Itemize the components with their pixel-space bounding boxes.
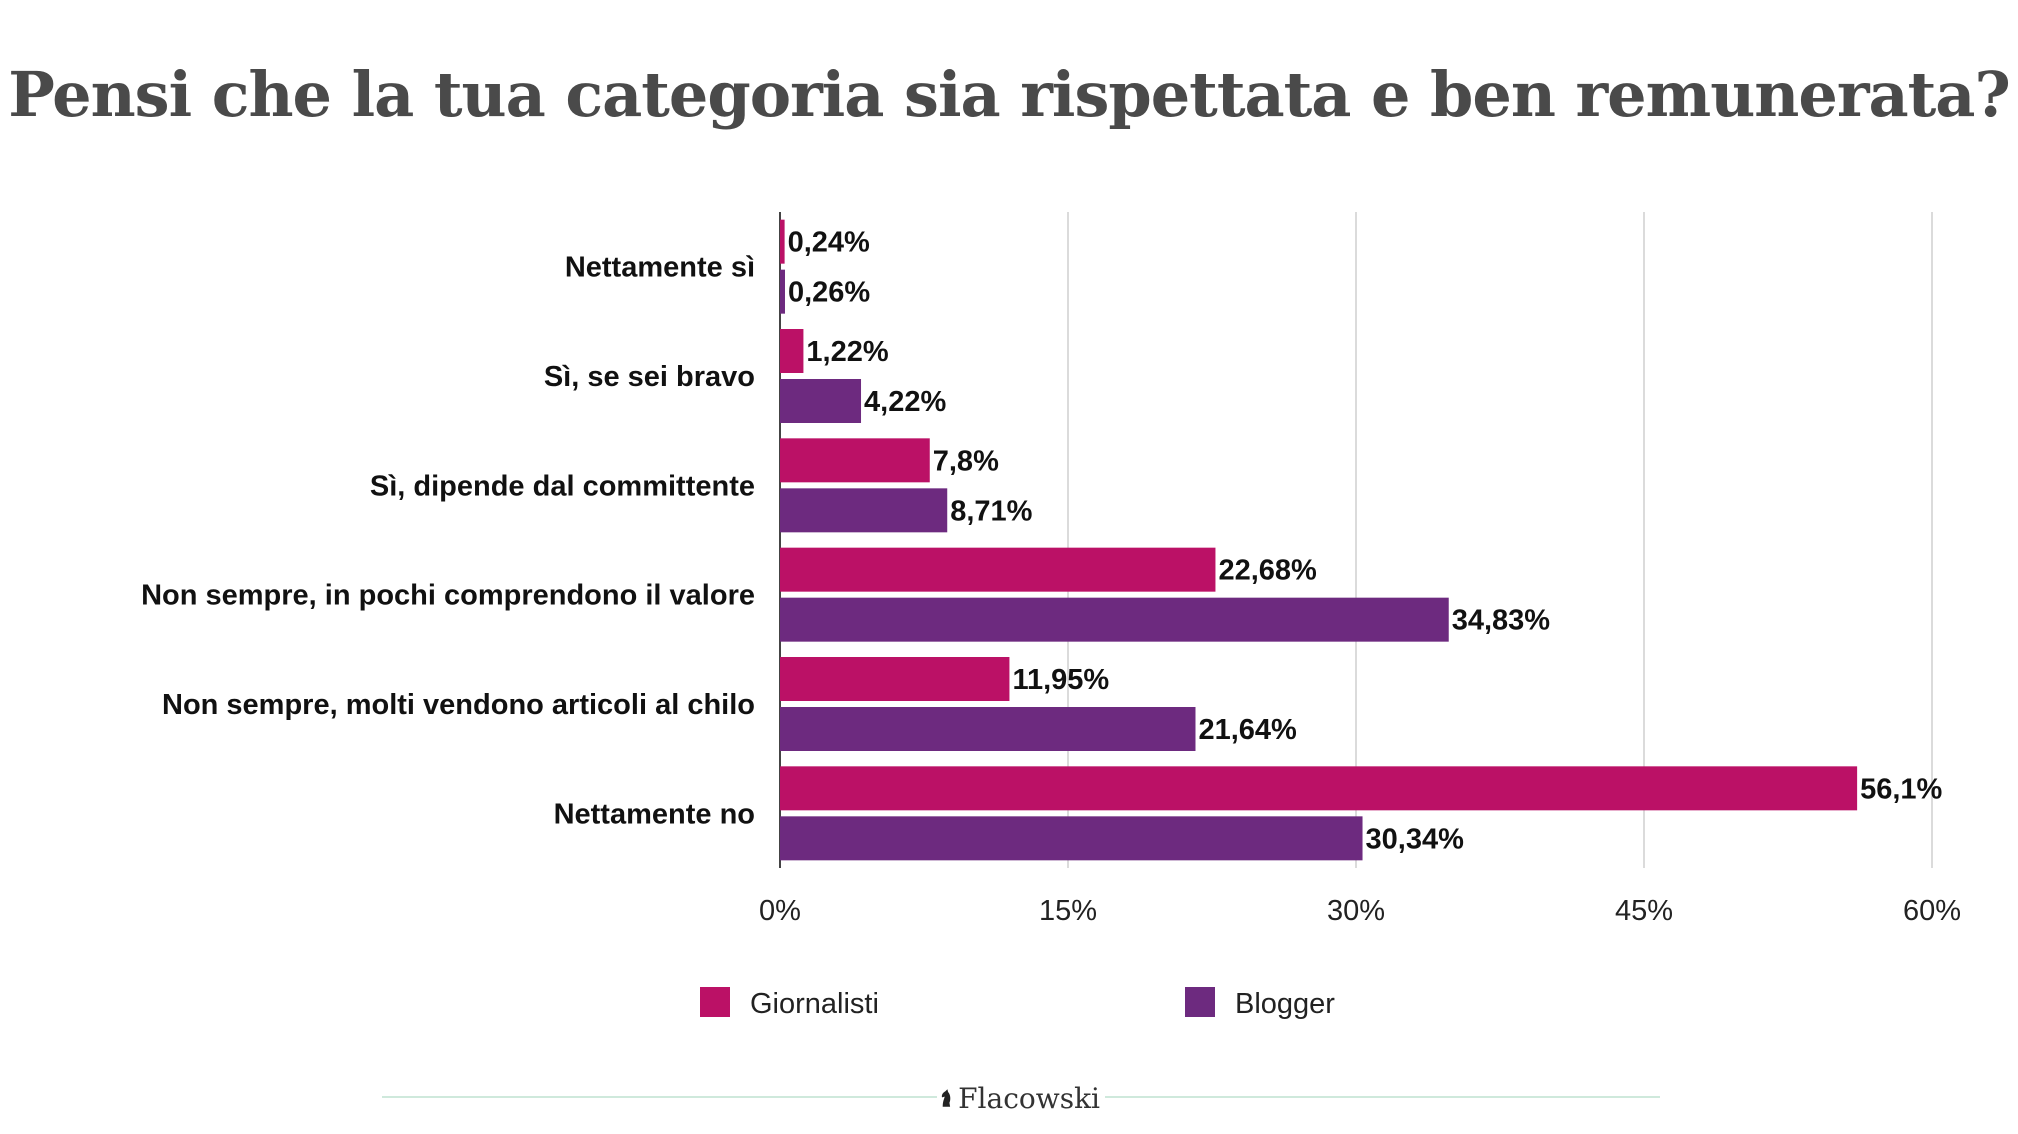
x-tick-label: 60% bbox=[1903, 895, 1961, 927]
category-label: Nettamente sì bbox=[565, 252, 755, 284]
data-label: 0,24% bbox=[788, 227, 870, 259]
legend-swatch-giornalisti bbox=[700, 987, 730, 1017]
data-label: 34,83% bbox=[1452, 605, 1551, 637]
chart-title: Pensi che la tua categoria sia rispettat… bbox=[8, 58, 2011, 131]
bar-giornalisti bbox=[780, 766, 1858, 811]
bar-blogger bbox=[780, 269, 785, 314]
x-tick-label: 30% bbox=[1327, 895, 1385, 927]
legend-swatch-blogger bbox=[1185, 987, 1215, 1017]
data-label: 56,1% bbox=[1860, 773, 1942, 805]
bar-giornalisti bbox=[780, 657, 1010, 701]
bar-giornalisti bbox=[780, 219, 785, 264]
data-label: 1,22% bbox=[806, 336, 888, 368]
bar-blogger bbox=[780, 488, 948, 533]
bar-blogger bbox=[780, 379, 862, 423]
legend-label: Giornalisti bbox=[750, 988, 879, 1020]
category-label: Non sempre, molti vendono articoli al ch… bbox=[162, 689, 755, 721]
category-label: Nettamente no bbox=[554, 798, 755, 830]
category-label: Non sempre, in pochi comprendono il valo… bbox=[141, 580, 755, 612]
data-label: 21,64% bbox=[1198, 714, 1297, 746]
x-tick-label: 15% bbox=[1039, 895, 1097, 927]
data-label: 22,68% bbox=[1218, 555, 1317, 587]
bar-blogger bbox=[780, 816, 1363, 861]
bar-giornalisti bbox=[780, 547, 1216, 592]
category-label: Sì, dipende dal committente bbox=[370, 470, 755, 502]
x-tick-label: 45% bbox=[1615, 895, 1673, 927]
data-label: 4,22% bbox=[864, 386, 946, 418]
data-label: 7,8% bbox=[933, 445, 999, 477]
data-label: 11,95% bbox=[1012, 664, 1109, 696]
bar-giornalisti bbox=[780, 329, 804, 373]
footer-divider-left bbox=[382, 1096, 937, 1098]
knight-icon bbox=[941, 1089, 951, 1107]
bar-blogger bbox=[780, 597, 1449, 642]
brand-name: Flacowski bbox=[958, 1081, 1100, 1115]
data-label: 0,26% bbox=[788, 277, 870, 309]
bar-blogger bbox=[780, 707, 1196, 751]
footer-divider-right bbox=[1105, 1096, 1660, 1098]
brand-logo: Flacowski bbox=[940, 1078, 1100, 1118]
legend-label: Blogger bbox=[1235, 988, 1335, 1020]
data-label: 30,34% bbox=[1366, 823, 1465, 855]
category-label: Sì, se sei bravo bbox=[544, 361, 755, 393]
data-label: 8,71% bbox=[950, 495, 1032, 527]
x-tick-label: 0% bbox=[759, 895, 801, 927]
bar-giornalisti bbox=[780, 438, 930, 483]
